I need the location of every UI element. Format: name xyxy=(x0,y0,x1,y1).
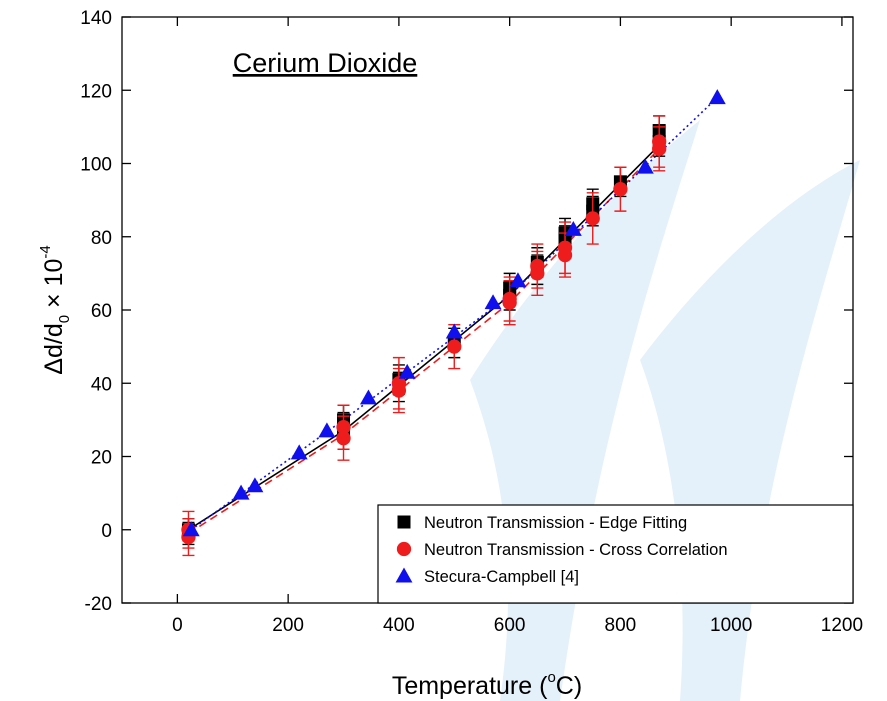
x-tick-label: 1200 xyxy=(821,615,863,636)
y-tick-label: 0 xyxy=(101,521,112,542)
chart-title: Cerium Dioxide xyxy=(233,48,418,78)
x-label-sup: o xyxy=(547,669,555,686)
fit-line xyxy=(190,96,718,531)
marker xyxy=(557,247,573,263)
fit-line xyxy=(188,144,660,531)
marker xyxy=(509,272,527,288)
x-tick-label: 1000 xyxy=(710,615,752,636)
legend-label: Neutron Transmission - Cross Correlation xyxy=(424,541,728,559)
marker xyxy=(636,158,654,174)
legend-label: Stecura-Campbell [4] xyxy=(424,568,579,586)
fit-line xyxy=(188,148,660,535)
x-label-main: Temperature ( xyxy=(392,672,548,700)
y-label-sub: 0 xyxy=(56,315,73,323)
y-tick-label: 100 xyxy=(80,155,112,176)
marker xyxy=(359,389,377,405)
y-axis-label: Δd/d0 × 10-4 xyxy=(37,245,73,374)
x-label-end: C) xyxy=(556,672,582,700)
y-tick-label: -20 xyxy=(85,594,112,615)
marker xyxy=(182,521,200,537)
marker xyxy=(398,363,416,379)
marker xyxy=(530,266,545,281)
legend-swatch xyxy=(395,567,413,583)
y-tick-label: 60 xyxy=(91,301,112,322)
marker xyxy=(232,484,250,500)
x-tick-label: 600 xyxy=(494,615,526,636)
legend-swatch xyxy=(397,515,411,529)
marker xyxy=(708,89,726,105)
y-tick-label: 20 xyxy=(91,448,112,469)
x-tick-label: 800 xyxy=(605,615,637,636)
y-tick-label: 80 xyxy=(91,228,112,249)
marker xyxy=(290,444,308,460)
y-tick-label: 140 xyxy=(80,8,112,29)
marker xyxy=(391,383,407,398)
marker xyxy=(564,220,582,236)
marker xyxy=(447,339,462,354)
x-axis-label: Temperature (oC) xyxy=(392,669,582,700)
marker xyxy=(484,294,502,310)
y-label-mid: × 10 xyxy=(40,259,68,315)
marker xyxy=(613,181,628,197)
y-tick-label: 120 xyxy=(80,81,112,102)
x-tick-label: 400 xyxy=(383,615,415,636)
y-label-main: Δd/d xyxy=(40,323,68,374)
x-tick-label: 200 xyxy=(272,615,304,636)
marker xyxy=(585,211,600,226)
marker xyxy=(652,141,667,157)
y-label-sup: -4 xyxy=(37,245,54,258)
marker xyxy=(336,431,351,446)
marker xyxy=(445,323,463,339)
marker xyxy=(502,295,517,310)
marker xyxy=(246,477,264,493)
y-tick-label: 40 xyxy=(91,374,112,395)
legend-label: Neutron Transmission - Edge Fitting xyxy=(424,514,687,532)
legend-swatch xyxy=(396,541,412,557)
marker xyxy=(318,422,336,438)
legend-box xyxy=(377,504,854,604)
x-tick-label: 0 xyxy=(172,615,183,636)
